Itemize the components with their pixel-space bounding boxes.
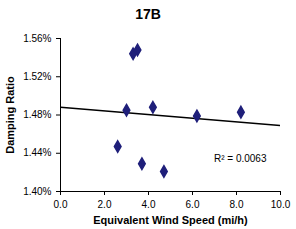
svg-text:6.0: 6.0 xyxy=(186,199,200,210)
html-text:17B: 17B xyxy=(135,6,161,22)
svg-text:1.48%: 1.48% xyxy=(23,109,51,120)
svg-text:Equivalent Wind Speed (mi/h): Equivalent Wind Speed (mi/h) xyxy=(93,214,248,226)
svg-text:8.0: 8.0 xyxy=(230,199,244,210)
svg-text:R² = 0.0063: R² = 0.0063 xyxy=(214,153,267,164)
svg-text:10.0: 10.0 xyxy=(271,199,291,210)
svg-text:1.56%: 1.56% xyxy=(23,33,51,44)
svg-text:1.44%: 1.44% xyxy=(23,147,51,158)
svg-text:0.0: 0.0 xyxy=(54,199,68,210)
svg-text:4.0: 4.0 xyxy=(142,199,156,210)
svg-text:Damping Ratio: Damping Ratio xyxy=(4,76,16,154)
svg-text:1.52%: 1.52% xyxy=(23,71,51,82)
svg-text:2.0: 2.0 xyxy=(98,199,112,210)
svg-text:1.40%: 1.40% xyxy=(23,186,51,197)
